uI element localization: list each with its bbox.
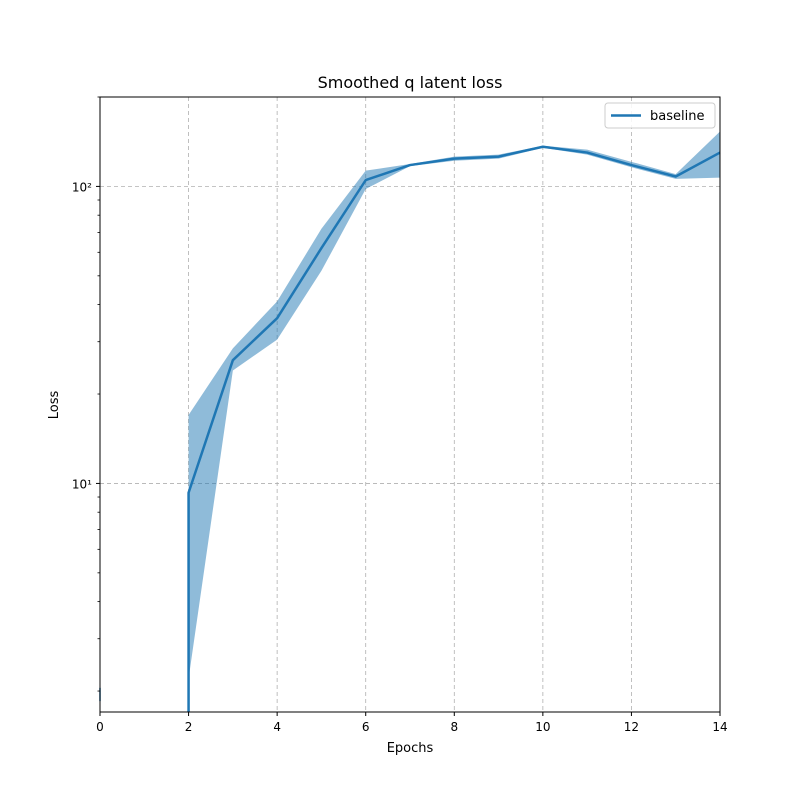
chart-title: Smoothed q latent loss xyxy=(318,73,503,92)
x-tick-label: 0 xyxy=(96,720,104,734)
legend: baseline xyxy=(604,102,716,129)
x-tick-label: 4 xyxy=(273,720,281,734)
x-tick-label: 14 xyxy=(712,720,727,734)
y-axis-label: Loss xyxy=(47,391,62,420)
legend-label-baseline: baseline xyxy=(650,109,704,124)
plot-frame xyxy=(99,96,721,713)
x-tick-label: 2 xyxy=(185,720,193,734)
x-tick-label: 6 xyxy=(362,720,370,734)
x-axis-label: Epochs xyxy=(387,741,434,756)
series-line-baseline xyxy=(187,145,721,712)
x-tick-label: 10 xyxy=(535,720,550,734)
x-tick-label: 12 xyxy=(624,720,639,734)
legend-box xyxy=(604,102,716,129)
x-tick-label: 8 xyxy=(450,720,458,734)
y-tick-label: 10¹ xyxy=(72,477,92,491)
y-tick-label: 10² xyxy=(72,180,92,194)
